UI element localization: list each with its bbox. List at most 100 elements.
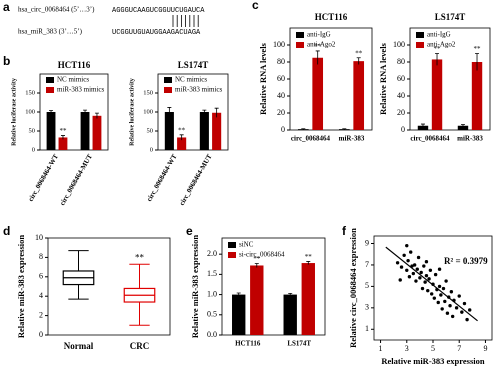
- point: [395, 261, 400, 265]
- y-axis-label: Relative luciferase activity: [129, 78, 135, 146]
- point: [409, 250, 413, 254]
- x-tick-label: miR-383: [457, 135, 483, 143]
- bar: [212, 112, 222, 150]
- y-tick-label: 50: [147, 127, 154, 134]
- error-bar: [342, 128, 347, 130]
- y-tick-label: 5: [365, 281, 369, 290]
- y-tick-label: 80: [397, 57, 405, 66]
- point: [457, 294, 461, 298]
- x-tick-label: circ_0068464-WT: [145, 153, 179, 203]
- bar: [92, 115, 102, 150]
- legend-swatch: [416, 42, 424, 48]
- y-tick-label: 10: [35, 233, 43, 242]
- y-tick-label: 100: [273, 40, 285, 49]
- legend-label: anti-Ago2: [307, 41, 336, 49]
- y-tick-label: 20: [397, 108, 405, 117]
- point: [437, 267, 442, 271]
- legend-swatch: [164, 77, 172, 83]
- error-bar: [475, 53, 480, 71]
- significance: **: [314, 43, 322, 51]
- point: [441, 286, 446, 291]
- error-bar: [236, 292, 241, 297]
- legend-swatch: [228, 242, 236, 248]
- chart-title: LS174T: [435, 12, 466, 22]
- error-bar: [94, 112, 99, 119]
- whisker: [68, 284, 89, 300]
- bar: [471, 62, 483, 130]
- x-tick-label: 5: [431, 344, 435, 353]
- error-bar: [356, 57, 361, 65]
- legend-label: miR-383 mimics: [57, 86, 105, 94]
- y-tick-label: 40: [397, 91, 405, 100]
- panel-letter: e: [186, 224, 193, 238]
- x-tick-label: HCT116: [235, 340, 261, 348]
- bar: [301, 263, 315, 335]
- error-bar: [202, 109, 207, 114]
- bar: [58, 137, 68, 150]
- y-tick-label: 0: [281, 125, 285, 134]
- x-axis-label: Relative miR-383 expression: [381, 356, 485, 366]
- panel-letter: d: [3, 224, 10, 238]
- y-tick-label: 3: [365, 303, 369, 312]
- x-tick-label: 3: [405, 344, 409, 353]
- x-tick-label: circ_0068464: [291, 135, 331, 143]
- error-bar: [460, 124, 465, 128]
- y-tick-label: 60: [277, 74, 285, 83]
- legend-swatch: [46, 87, 54, 93]
- chart-title: HCT116: [58, 60, 91, 70]
- error-bar: [167, 107, 172, 117]
- y-tick-label: 8: [39, 252, 43, 261]
- point: [398, 278, 402, 282]
- point: [416, 255, 421, 260]
- legend-swatch: [46, 77, 54, 83]
- point: [433, 272, 438, 277]
- sequence: AGGGUCAAGUCGGUUCUGAUCA: [112, 7, 205, 15]
- y-tick-label: 20: [277, 108, 285, 117]
- legend-label: siNC: [239, 241, 254, 249]
- bar: [417, 125, 429, 130]
- point: [436, 300, 440, 305]
- point: [422, 264, 426, 268]
- y-tick-label: 60: [397, 74, 405, 83]
- trend-line: [385, 246, 478, 322]
- bar: [283, 294, 297, 335]
- y-tick-label: 150: [25, 89, 35, 96]
- panel-letter: f: [342, 224, 347, 238]
- panel-letter: c: [252, 0, 259, 12]
- y-tick-label: 1.0: [207, 289, 217, 298]
- legend-label: NC mimics: [57, 76, 89, 84]
- point: [448, 303, 452, 308]
- y-axis-label: Relative miR-383 expression: [16, 235, 26, 339]
- bar: [80, 112, 90, 150]
- x-tick-label: circ_0068464-MUT: [178, 153, 214, 207]
- y-tick-label: 9: [365, 238, 369, 247]
- error-bar: [315, 50, 320, 65]
- significance: **: [135, 252, 145, 262]
- point: [468, 308, 472, 312]
- significance: **: [474, 45, 482, 53]
- point: [407, 275, 412, 279]
- legend-swatch: [296, 32, 304, 38]
- bar: [177, 137, 187, 150]
- bar: [312, 57, 324, 130]
- sequence-name: hsa_circ_0068464 (5’…3’): [18, 6, 95, 14]
- error-bar: [306, 261, 311, 265]
- bar: [353, 61, 365, 130]
- x-tick-label: LS174T: [287, 340, 311, 348]
- error-bar: [435, 53, 440, 66]
- y-tick-label: 2.0: [207, 249, 217, 258]
- y-tick-label: 40: [277, 91, 285, 100]
- bar: [457, 125, 469, 130]
- point: [420, 286, 425, 291]
- y-tick-label: 0: [150, 146, 153, 153]
- legend-label: miR-383 mimics: [175, 86, 223, 94]
- error-bar: [288, 292, 293, 296]
- significance: **: [59, 127, 67, 135]
- pairing-bars: [172, 15, 199, 27]
- point: [449, 290, 454, 294]
- bar: [431, 59, 443, 131]
- error-bar: [60, 135, 65, 140]
- point: [405, 243, 409, 248]
- y-tick-label: 150: [143, 89, 153, 96]
- point: [444, 279, 448, 283]
